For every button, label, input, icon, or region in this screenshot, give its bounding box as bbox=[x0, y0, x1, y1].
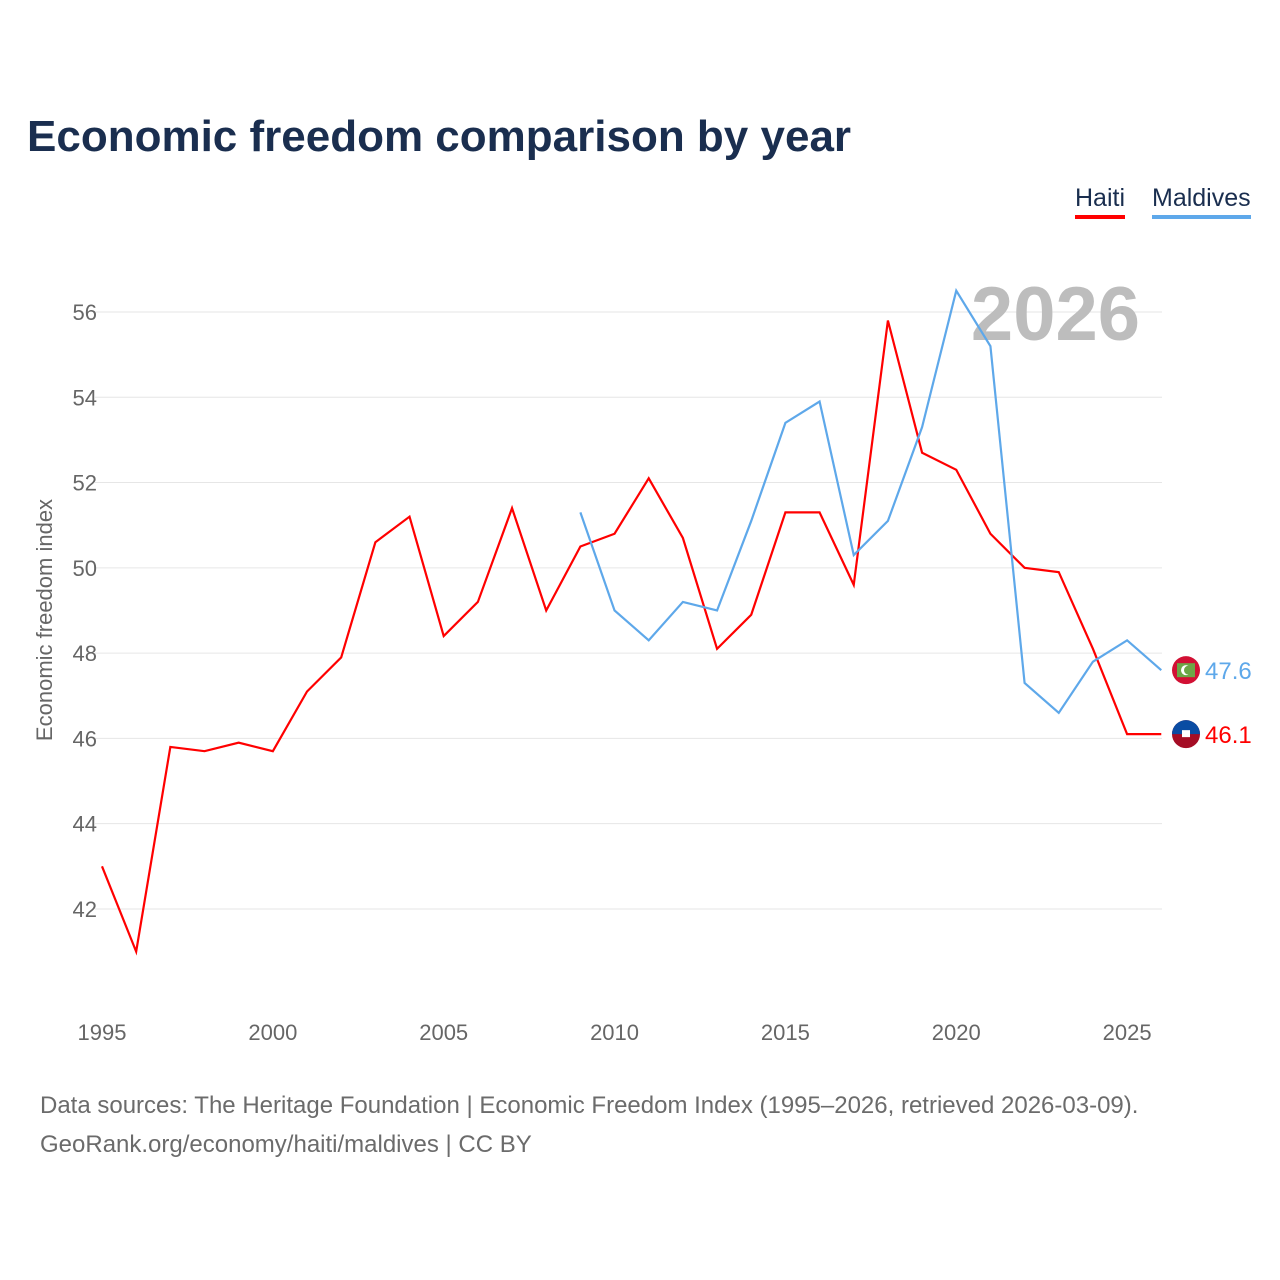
y-tick-label: 42 bbox=[73, 897, 97, 922]
y-tick-label: 54 bbox=[73, 385, 97, 410]
x-tick-label: 2020 bbox=[932, 1020, 981, 1045]
x-tick-label: 2005 bbox=[419, 1020, 468, 1045]
y-tick-label: 46 bbox=[73, 726, 97, 751]
data-sources: Data sources: The Heritage Foundation | … bbox=[40, 1092, 1139, 1119]
footer: Data sources: The Heritage Foundation | … bbox=[40, 1086, 1138, 1164]
y-tick-label: 48 bbox=[73, 641, 97, 666]
y-axis-label: Economic freedom index bbox=[32, 499, 57, 741]
end-value-label-haiti: 46.1 bbox=[1205, 722, 1252, 749]
source-link[interactable]: GeoRank.org/economy/haiti/maldives | CC … bbox=[40, 1131, 532, 1158]
x-tick-label: 2015 bbox=[761, 1020, 810, 1045]
haiti-flag-emblem bbox=[1182, 730, 1190, 738]
series-line-haiti bbox=[100, 320, 1162, 956]
chart-title: Economic freedom comparison by year bbox=[27, 112, 852, 161]
x-tick-label: 2010 bbox=[590, 1020, 639, 1045]
y-tick-label: 50 bbox=[73, 556, 97, 581]
series-line-maldives bbox=[579, 287, 1162, 715]
legend-haiti[interactable]: Haiti bbox=[1075, 184, 1126, 219]
end-value-label-maldives: 47.6 bbox=[1205, 658, 1252, 685]
haiti-flag-icon-top bbox=[1172, 720, 1200, 735]
x-tick-label: 1995 bbox=[78, 1020, 127, 1045]
y-tick-label: 44 bbox=[73, 812, 97, 837]
legend-maldives[interactable]: Maldives bbox=[1152, 184, 1251, 219]
maldives-flag-crescent-cut bbox=[1184, 665, 1193, 675]
y-tick-label: 56 bbox=[73, 300, 97, 325]
year-watermark: 2026 bbox=[971, 272, 1140, 357]
x-tick-label: 2025 bbox=[1103, 1020, 1152, 1045]
y-tick-label: 52 bbox=[73, 471, 97, 496]
x-tick-label: 2000 bbox=[248, 1020, 297, 1045]
